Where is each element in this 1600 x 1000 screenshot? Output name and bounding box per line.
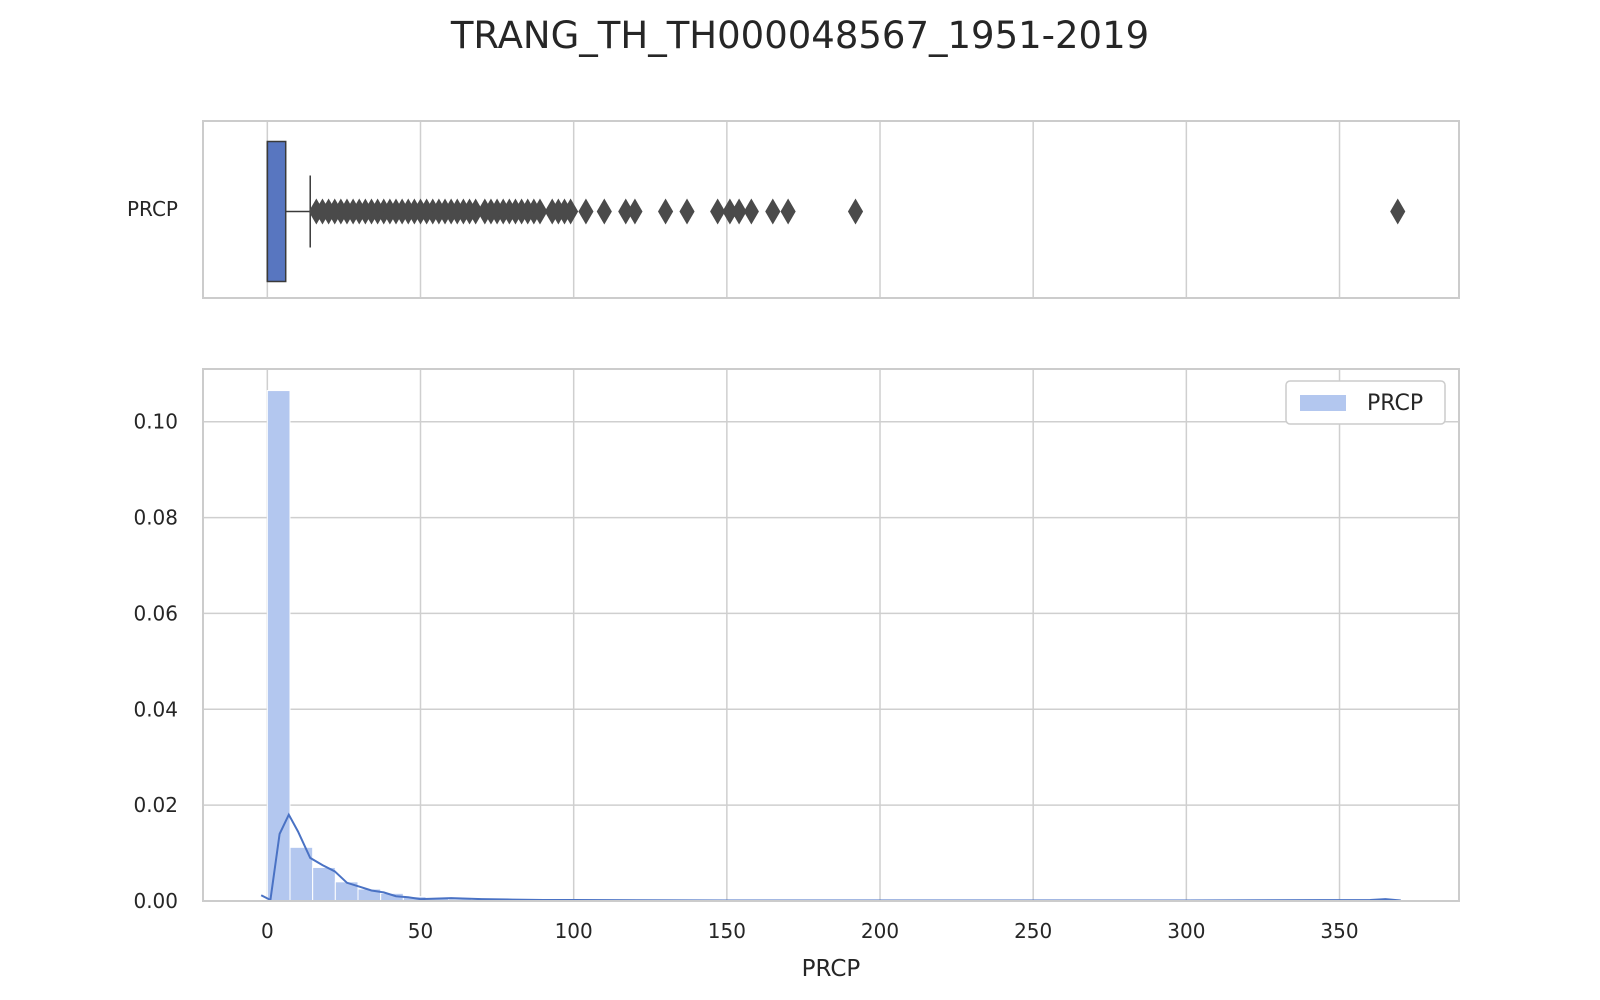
x-tick-label: 250 bbox=[1014, 919, 1052, 943]
y-tick-label: 0.02 bbox=[133, 793, 178, 817]
histogram-x-ticks: 0 50 100 150 200 250 300 350 bbox=[261, 919, 1359, 943]
legend-label: PRCP bbox=[1367, 391, 1423, 416]
boxplot-panel: PRCP bbox=[127, 120, 1460, 299]
x-tick-label: 50 bbox=[408, 919, 433, 943]
boxplot-marks bbox=[266, 140, 1406, 283]
boxplot-outlier bbox=[731, 198, 747, 225]
boxplot-outlier bbox=[743, 198, 759, 225]
histogram-panel: 0.00 0.02 0.04 0.06 0.08 0.10 0 50 100 150 200 250… bbox=[133, 368, 1460, 982]
histogram-background bbox=[203, 369, 1459, 901]
histogram-frame bbox=[202, 368, 1460, 902]
boxplot-outlier bbox=[679, 198, 695, 225]
boxplot-outlier bbox=[1390, 198, 1406, 225]
y-tick-label: 0.10 bbox=[133, 410, 178, 434]
x-tick-label: 350 bbox=[1320, 919, 1358, 943]
histogram-y-ticks: 0.00 0.02 0.04 0.06 0.08 0.10 bbox=[133, 410, 178, 913]
chart-title: TRANG_TH_TH000048567_1951-2019 bbox=[450, 14, 1149, 57]
boxplot-outlier bbox=[657, 198, 674, 225]
histogram-bar bbox=[312, 866, 336, 902]
legend: PRCP bbox=[1285, 380, 1446, 425]
y-tick-label: 0.06 bbox=[133, 601, 178, 625]
legend-box bbox=[1285, 380, 1446, 425]
y-tick-label: 0.00 bbox=[133, 889, 178, 913]
boxplot-y-label: PRCP bbox=[127, 197, 178, 221]
x-tick-label: 100 bbox=[555, 919, 593, 943]
histogram-bars bbox=[266, 390, 563, 902]
y-tick-label: 0.04 bbox=[133, 697, 178, 721]
boxplot-outlier bbox=[563, 198, 579, 225]
boxplot-frame bbox=[202, 120, 1460, 299]
x-tick-label: 150 bbox=[708, 919, 746, 943]
legend-swatch bbox=[1300, 395, 1346, 411]
boxplot-outlier bbox=[765, 198, 781, 225]
boxplot-outlier bbox=[627, 198, 643, 225]
boxplot-outlier bbox=[710, 198, 726, 225]
histogram-bar bbox=[266, 390, 291, 902]
boxplot-outlier bbox=[578, 198, 594, 225]
boxplot-outlier bbox=[847, 198, 864, 225]
boxplot-outlier bbox=[780, 198, 796, 225]
x-tick-label: 300 bbox=[1167, 919, 1205, 943]
y-tick-label: 0.08 bbox=[133, 506, 178, 530]
x-axis-label: PRCP bbox=[802, 956, 861, 982]
boxplot-outlier bbox=[596, 198, 612, 225]
boxplot-outlier bbox=[532, 198, 548, 225]
x-tick-label: 200 bbox=[861, 919, 899, 943]
boxplot-box bbox=[266, 140, 287, 283]
x-tick-label: 0 bbox=[261, 919, 274, 943]
